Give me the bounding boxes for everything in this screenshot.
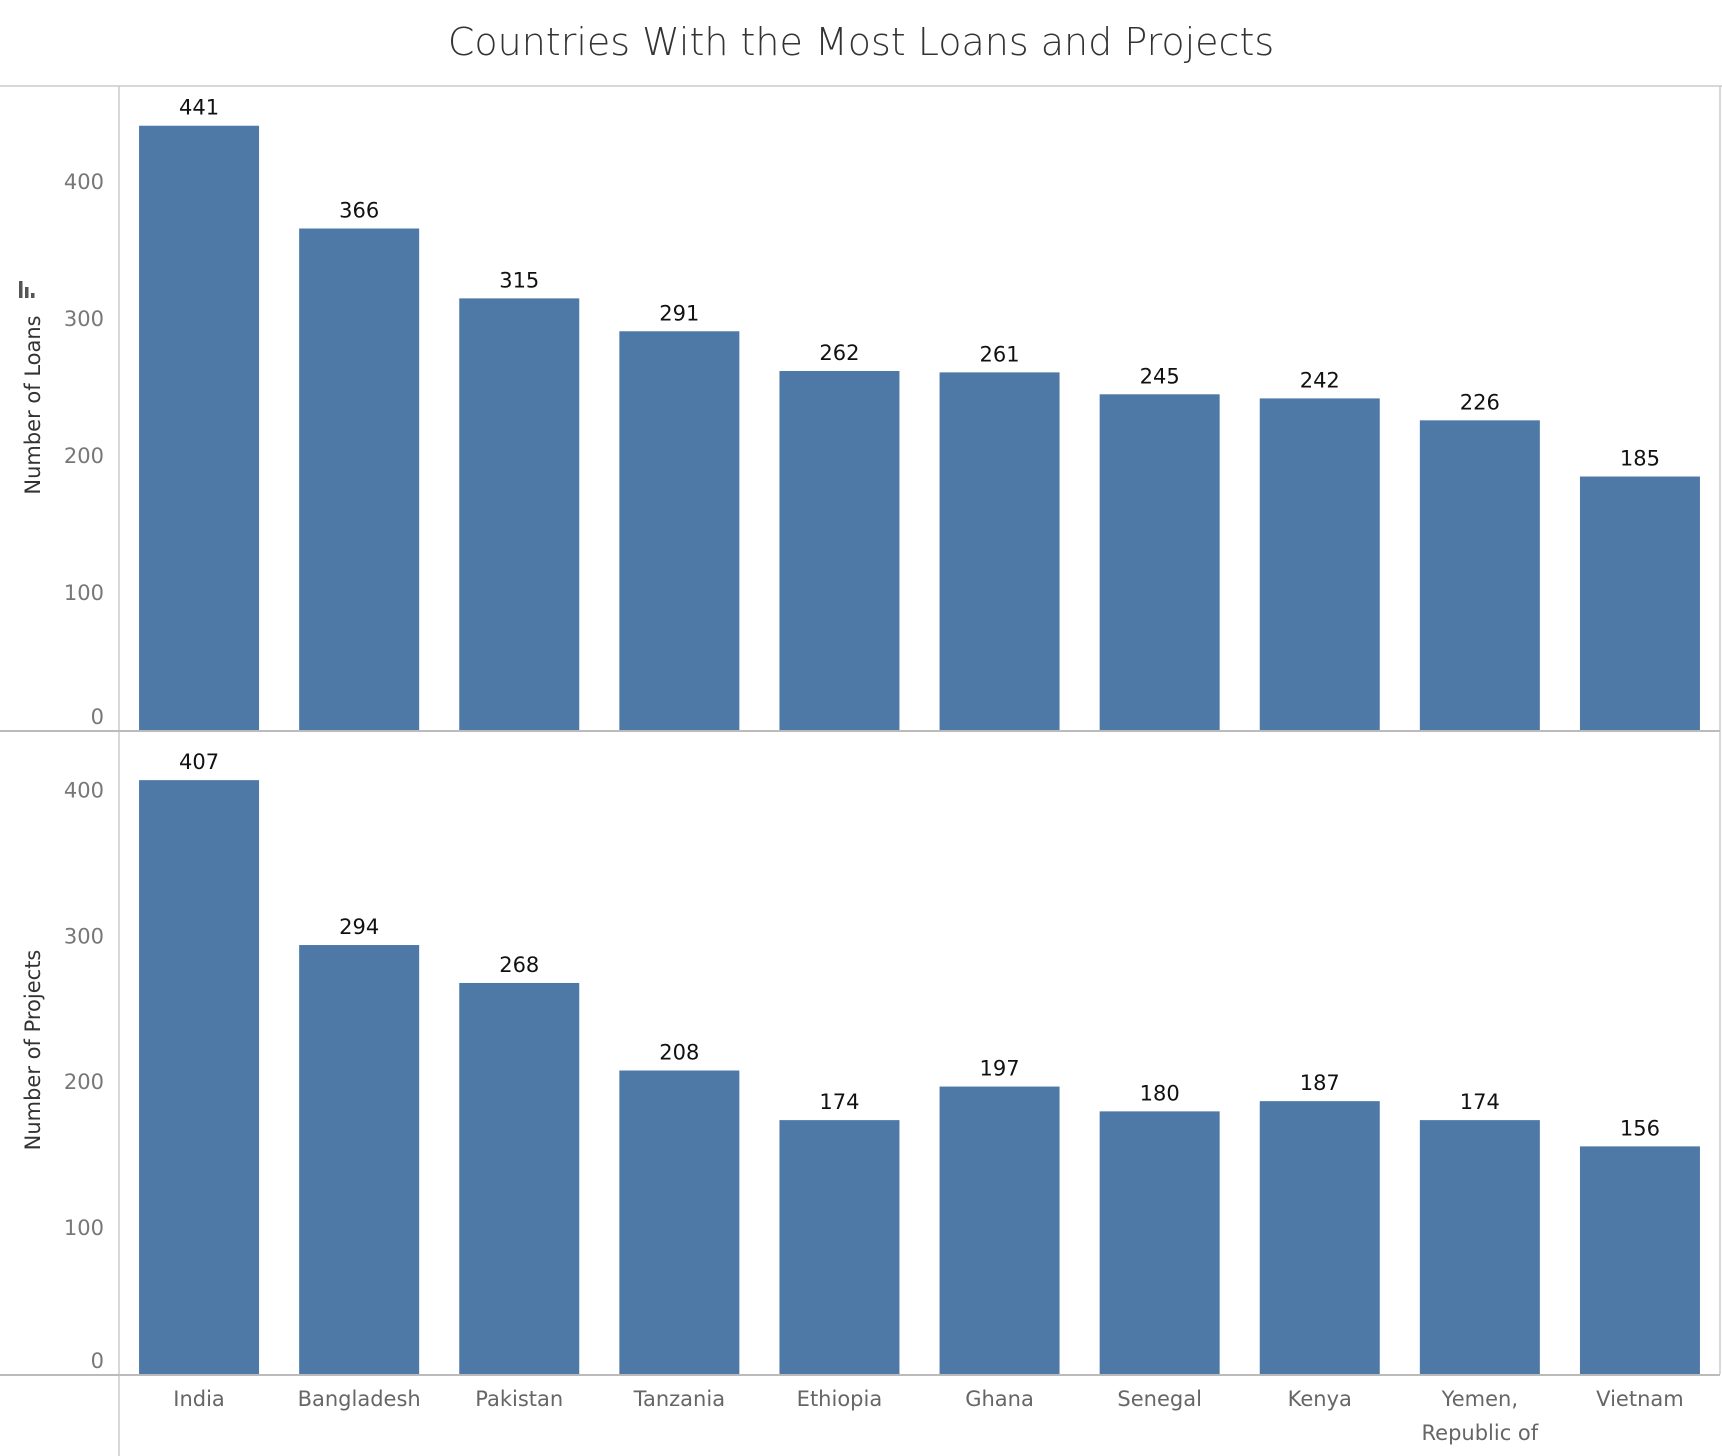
data-label: 407 — [179, 750, 219, 774]
x-tick-label: Ethiopia — [797, 1387, 883, 1411]
bar — [139, 125, 260, 731]
data-label: 208 — [659, 1041, 699, 1065]
chart-panels: Number of Loans 0 100 200 300 400 441 366 315 291… — [21, 96, 1700, 1374]
y-tick-label: 0 — [91, 705, 104, 729]
data-label: 187 — [1300, 1071, 1340, 1095]
x-tick-label: Pakistan — [475, 1387, 563, 1411]
bar — [1579, 1146, 1700, 1374]
data-label: 441 — [179, 96, 219, 120]
bar — [1419, 420, 1540, 730]
data-label: 294 — [339, 915, 379, 939]
data-label: 242 — [1300, 368, 1340, 392]
data-label: 245 — [1140, 364, 1180, 388]
bar — [1099, 394, 1220, 730]
x-tick-label: Kenya — [1288, 1387, 1352, 1411]
data-label: 226 — [1460, 390, 1500, 414]
sort-descending-icon — [19, 281, 35, 298]
bar — [939, 1086, 1060, 1374]
data-label: 261 — [980, 342, 1020, 366]
sort-icon-bar — [25, 287, 29, 298]
y-tick-label: 0 — [91, 1349, 104, 1373]
bar — [619, 1070, 740, 1374]
data-label: 291 — [659, 301, 699, 325]
x-tick-label: Ghana — [965, 1387, 1034, 1411]
bar — [459, 982, 580, 1374]
y-tick-label: 300 — [64, 307, 104, 331]
data-label: 268 — [499, 953, 539, 977]
y-tick-label: 100 — [64, 1216, 104, 1240]
chart-frame — [0, 85, 1722, 1456]
bar — [779, 371, 900, 730]
bar — [1579, 476, 1700, 730]
x-axis: India Bangladesh Pakistan Tanzania Ethiopia G… — [173, 1387, 1683, 1445]
bar — [939, 372, 1060, 730]
x-tick-label: Yemen, Republic of — [1422, 1387, 1539, 1445]
bar — [1419, 1120, 1540, 1374]
data-label: 262 — [819, 341, 859, 365]
x-tick-label: Tanzania — [633, 1387, 725, 1411]
x-tick-label: Senegal — [1117, 1387, 1202, 1411]
data-label: 197 — [980, 1057, 1020, 1081]
bar — [1259, 398, 1380, 730]
bar — [139, 780, 260, 1374]
y-tick-label: 200 — [64, 444, 104, 468]
bar — [299, 228, 420, 730]
data-label: 174 — [819, 1090, 859, 1114]
x-tick-label: India — [173, 1387, 225, 1411]
y-tick-label: 400 — [64, 170, 104, 194]
data-label: 174 — [1460, 1090, 1500, 1114]
bar — [619, 331, 740, 730]
chart-title: Countries With the Most Loans and Projec… — [448, 20, 1274, 64]
x-tick-label: Vietnam — [1596, 1387, 1684, 1411]
panel-2: Number of Projects 0 100 200 300 400 407 294 268… — [21, 750, 1700, 1374]
y-tick-label: 300 — [64, 924, 104, 948]
bar — [1099, 1111, 1220, 1374]
y-axis-title: Number of Loans — [21, 315, 45, 494]
data-label: 180 — [1140, 1081, 1180, 1105]
data-label: 366 — [339, 199, 379, 223]
data-label: 185 — [1620, 447, 1660, 471]
bar — [1259, 1101, 1380, 1374]
y-tick-label: 400 — [64, 778, 104, 802]
y-axis-title: Number of Projects — [21, 950, 45, 1151]
panel-1: Number of Loans 0 100 200 300 400 441 366 315 291… — [21, 96, 1700, 731]
bar — [779, 1120, 900, 1374]
sort-icon-bar — [31, 293, 35, 298]
y-tick-label: 100 — [64, 581, 104, 605]
data-label: 156 — [1620, 1116, 1660, 1140]
data-label: 315 — [499, 268, 539, 292]
x-tick-label: Bangladesh — [298, 1387, 421, 1411]
y-tick-label: 200 — [64, 1070, 104, 1094]
bar — [459, 298, 580, 730]
sort-icon-bar — [19, 281, 23, 298]
bar — [299, 945, 420, 1374]
